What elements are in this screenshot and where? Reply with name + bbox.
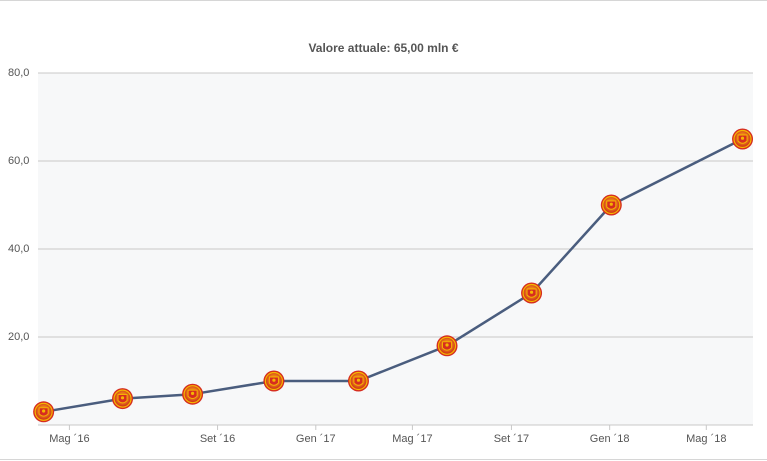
club-crest-icon[interactable] bbox=[521, 282, 543, 304]
chart-title: Valore attuale: 65,00 mln € bbox=[308, 41, 459, 55]
club-crest-icon[interactable] bbox=[263, 370, 285, 392]
x-tick-label: Mag ´17 bbox=[392, 433, 432, 445]
club-crest-icon[interactable] bbox=[112, 388, 134, 410]
x-tick-label: Mag ´16 bbox=[49, 433, 89, 445]
club-crest-icon[interactable] bbox=[33, 401, 55, 423]
x-tick-label: Set ´17 bbox=[494, 433, 529, 445]
x-axis-ticks: Mag ´16 Set ´16 Gen ´17 Mag ´17 Set ´17 Gen ´… bbox=[49, 425, 726, 445]
x-tick-label: Gen ´18 bbox=[590, 433, 630, 445]
x-tick-label: Gen ´17 bbox=[296, 433, 336, 445]
x-tick-label: Mag ´18 bbox=[686, 433, 726, 445]
club-crest-icon[interactable] bbox=[436, 335, 458, 357]
y-tick-label: 20,0 bbox=[8, 331, 29, 343]
y-axis-ticks: 20,0 40,0 60,0 80,0 bbox=[8, 67, 29, 343]
y-tick-label: 80,0 bbox=[8, 67, 29, 79]
club-crest-icon[interactable] bbox=[732, 128, 754, 150]
club-crest-icon[interactable] bbox=[347, 370, 369, 392]
y-tick-label: 60,0 bbox=[8, 155, 29, 167]
x-tick-label: Set ´16 bbox=[200, 433, 235, 445]
y-tick-label: 40,0 bbox=[8, 243, 29, 255]
gridlines bbox=[38, 72, 753, 426]
club-crest-icon[interactable] bbox=[600, 194, 622, 216]
club-crest-icon[interactable] bbox=[182, 383, 204, 405]
series-group bbox=[33, 128, 754, 423]
